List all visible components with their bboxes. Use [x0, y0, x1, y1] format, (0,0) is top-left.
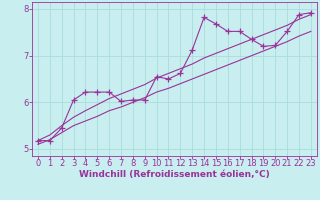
- X-axis label: Windchill (Refroidissement éolien,°C): Windchill (Refroidissement éolien,°C): [79, 170, 270, 179]
